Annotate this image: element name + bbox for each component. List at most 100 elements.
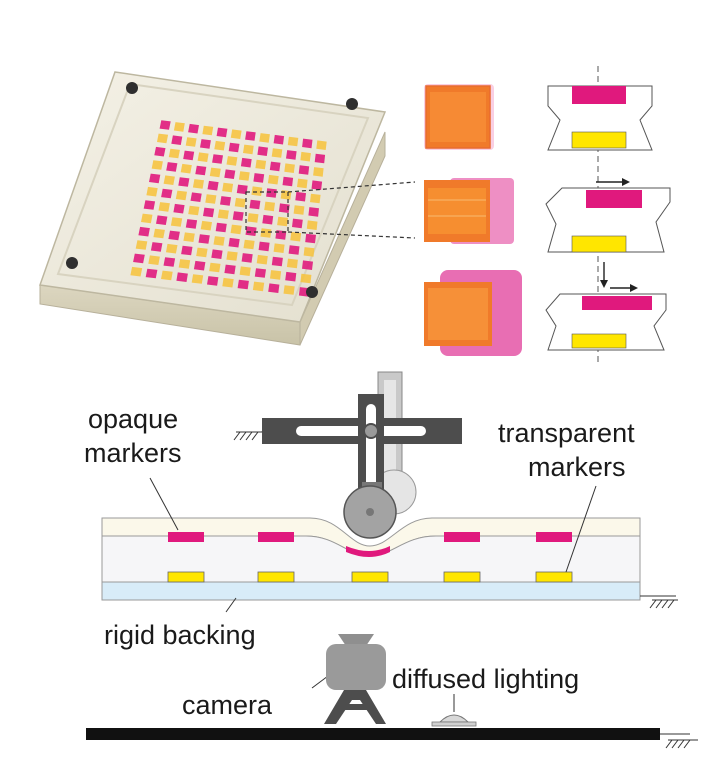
opaque-marker: [292, 218, 303, 229]
opaque-marker: [207, 180, 219, 191]
opaque-marker: [224, 169, 236, 179]
opaque-marker: [249, 199, 261, 210]
opaque-marker: [314, 153, 326, 164]
opaque-marker: [286, 150, 297, 160]
screw-icon: [66, 257, 78, 269]
opaque-marker: [173, 203, 185, 214]
diffused-lighting-label: diffused lighting: [392, 664, 579, 694]
transparent-marker: [209, 262, 221, 273]
zoom-box: [245, 191, 289, 233]
transparent-marker: [226, 251, 238, 261]
opaque-marker: [198, 234, 210, 244]
transparent-marker: [351, 571, 389, 583]
transparent-marker: [234, 197, 246, 208]
transparent-marker: [192, 179, 204, 189]
transparent-marker: [300, 151, 311, 162]
transparent-marker: [175, 190, 187, 201]
transparent-marker: [178, 259, 191, 269]
opaque-marker: [145, 268, 158, 279]
opaque-marker: [188, 123, 199, 134]
transparent-marker: [183, 232, 195, 242]
opaque-marker: [258, 241, 270, 252]
transparent-marker: [191, 274, 204, 284]
camera-label: camera: [182, 690, 273, 720]
opaque-marker: [133, 253, 145, 264]
transparent-marker: [316, 140, 327, 150]
opaque-marker: [212, 154, 223, 164]
opaque-marker: [224, 264, 236, 275]
transparent-marker: [313, 167, 324, 177]
rigid-backing-label: rigid backing: [104, 620, 256, 650]
opaque-marker: [444, 532, 480, 542]
opaque-marker: [311, 180, 323, 190]
transparent-marker: [214, 140, 226, 151]
transparent-marker: [170, 217, 183, 227]
transparent-marker: [146, 186, 158, 197]
transparent-marker: [185, 137, 197, 147]
transparent-marker: [243, 239, 255, 250]
transparent-marker: [252, 281, 265, 292]
opaque-marker: [269, 161, 281, 172]
opaque-marker: [195, 165, 207, 176]
transparent-marker: [222, 277, 234, 288]
opaque-marker: [220, 196, 231, 206]
opaque-marker: [216, 127, 228, 138]
transparent-marker: [273, 243, 285, 253]
opaque-marker: [302, 260, 313, 270]
transparent-marker: [270, 270, 282, 280]
transparent-marker: [251, 186, 263, 196]
rigid-backing-layer: [101, 581, 641, 601]
transparent-marker: [180, 163, 192, 174]
transparent-marker: [297, 178, 308, 189]
transparent-marker: [287, 136, 299, 147]
apparatus: opaque markers transparent markers rigid…: [84, 371, 698, 749]
transparent-marker: [196, 247, 208, 258]
opaque-marker: [154, 146, 166, 157]
opaque-marker: [295, 191, 306, 202]
transparent-marker: [247, 213, 259, 223]
transparent-marker: [167, 571, 205, 583]
transparent-marker: [197, 152, 209, 162]
transparent-marker: [213, 236, 225, 246]
opaque-markers-label: markers: [84, 438, 182, 468]
transparent-marker: [264, 201, 275, 212]
opaque-marker: [232, 211, 244, 221]
opaque-marker: [163, 257, 176, 267]
opaque-marker: [253, 173, 265, 183]
opaque-marker: [168, 230, 180, 241]
transparent-markers-label: transparent: [498, 418, 635, 448]
photo-marker-grid: [130, 120, 327, 297]
light-icon: [431, 714, 477, 727]
opaque-marker: [245, 226, 257, 236]
transparent-marker: [163, 175, 175, 185]
transparent-marker: [271, 148, 283, 158]
opaque-marker: [149, 173, 161, 184]
transparent-marker: [283, 285, 295, 295]
opaque-marker: [268, 283, 280, 293]
transparent-marker: [259, 133, 270, 143]
opaque-marker: [285, 271, 297, 282]
transparent-marker: [238, 171, 250, 181]
opaque-marker: [262, 214, 274, 225]
transparent-marker: [141, 213, 153, 224]
opaque-marker: [288, 245, 300, 255]
opaque-marker: [176, 272, 188, 282]
opaque-marker: [185, 219, 198, 229]
transparent-marker: [205, 194, 217, 204]
transparent-marker: [161, 270, 173, 281]
opaque-marker: [536, 532, 572, 542]
opaque-marker: [273, 134, 285, 145]
opaque-marker: [138, 226, 150, 237]
transparent-marker: [202, 125, 214, 136]
opaque-marker: [200, 139, 211, 149]
transparent-marker: [230, 224, 242, 235]
opaque-marker: [143, 200, 156, 210]
opaque-marker: [207, 276, 219, 286]
opaque-marker: [178, 177, 190, 187]
screw-icon: [306, 286, 318, 298]
transparent-marker: [277, 216, 288, 227]
base-table: [86, 728, 660, 740]
transparent-marker: [260, 228, 272, 238]
opaque-marker: [161, 188, 173, 199]
section-shear: [545, 178, 671, 253]
